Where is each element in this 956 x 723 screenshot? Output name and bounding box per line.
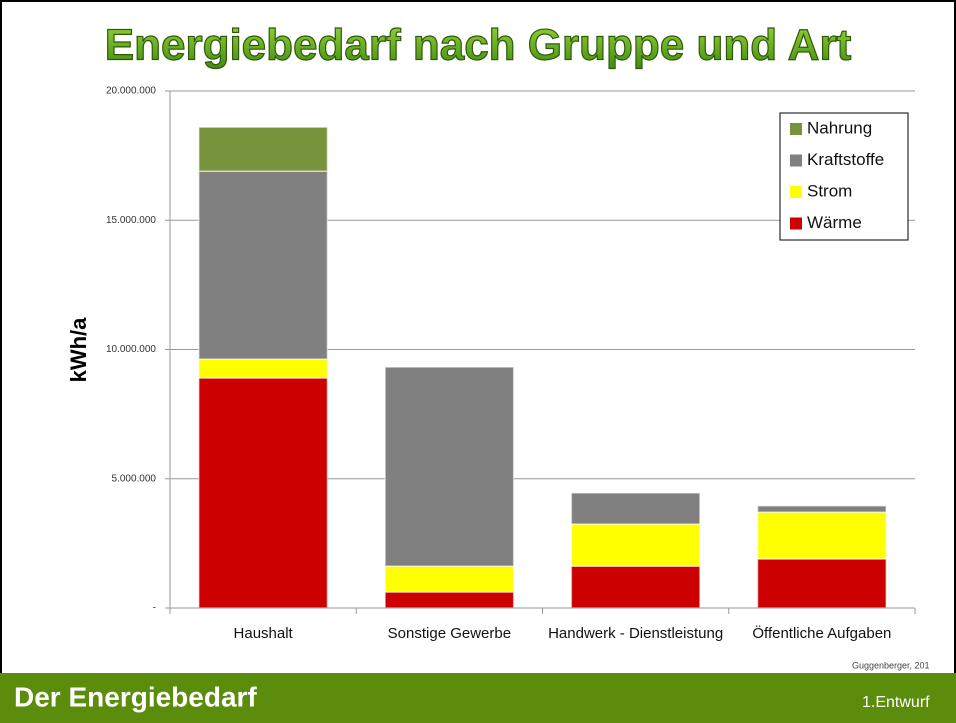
legend-swatch: [790, 186, 802, 198]
bar-segment: [384, 565, 515, 593]
footer-note: 1.Entwurf: [862, 694, 930, 711]
bar-segment: [756, 505, 887, 513]
y-tick-label: -: [153, 603, 156, 614]
legend-swatch: [790, 123, 802, 135]
bar-segment: [756, 511, 887, 560]
bar-segment: [384, 591, 515, 609]
legend-swatch: [790, 217, 802, 230]
bar-segment: [198, 358, 329, 379]
y-axis-label: kWh/a: [66, 317, 91, 383]
credit: Guggenberger, 201: [852, 660, 930, 670]
bar-segment: [198, 126, 329, 172]
x-tick-label: Sonstige Gewerbe: [388, 625, 511, 642]
y-tick-label: 15.000.000: [106, 215, 156, 226]
footer-bar: [0, 673, 956, 723]
bar-segment: [198, 170, 329, 360]
legend-label: Strom: [807, 181, 852, 200]
footer-title: Der Energiebedarf: [14, 681, 257, 712]
legend-label: Nahrung: [807, 118, 872, 137]
bar-segment: [570, 565, 701, 609]
y-tick-label: 10.000.000: [106, 344, 156, 355]
x-tick-label: Haushalt: [234, 625, 294, 642]
legend-label: Wärme: [807, 213, 862, 232]
bar-segment: [384, 366, 515, 567]
legend-swatch: [790, 154, 802, 167]
x-tick-label: Handwerk - Dienstleistung: [548, 625, 723, 642]
bar-segment: [756, 558, 887, 609]
y-tick-label: 20.000.000: [106, 86, 156, 97]
x-tick-label: Öffentliche Aufgaben: [752, 624, 891, 642]
legend-label: Kraftstoffe: [807, 150, 884, 169]
bar-segment: [570, 492, 701, 525]
bar-segment: [570, 523, 701, 567]
bar-segment: [198, 377, 329, 609]
y-tick-label: 5.000.000: [112, 473, 157, 484]
chart-title: Energiebedarf nach Gruppe und Art: [105, 21, 852, 70]
